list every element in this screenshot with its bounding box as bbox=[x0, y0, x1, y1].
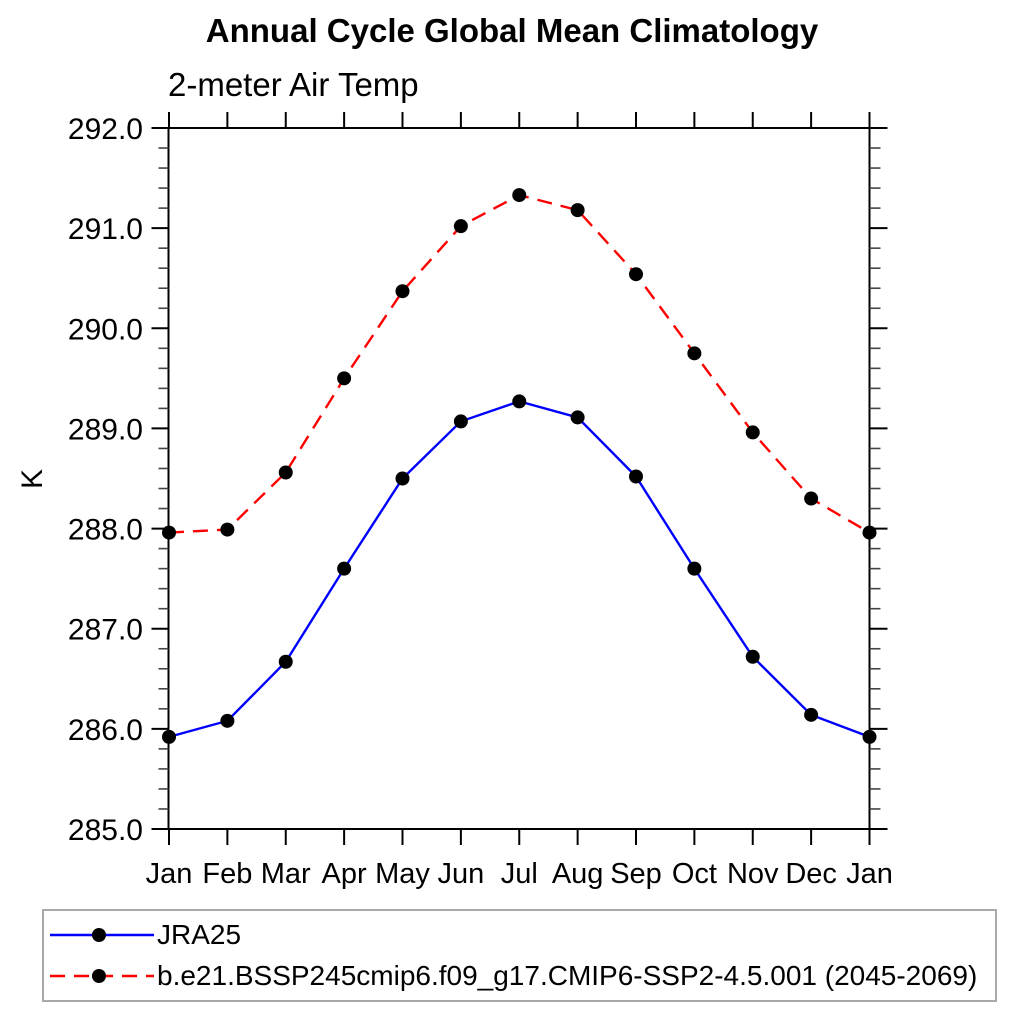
x-tick-label: Jul bbox=[501, 858, 538, 890]
data-point bbox=[220, 522, 235, 537]
data-point bbox=[804, 707, 819, 722]
data-point bbox=[337, 371, 352, 386]
data-point bbox=[629, 267, 643, 282]
data-point bbox=[687, 561, 702, 576]
data-point bbox=[687, 346, 702, 361]
x-tick-label: Mar bbox=[261, 858, 311, 890]
data-point bbox=[570, 203, 585, 218]
data-point bbox=[453, 414, 468, 429]
data-point bbox=[337, 561, 352, 576]
chart-subtitle: 2-meter Air Temp bbox=[168, 66, 419, 103]
legend-line-sample-solid bbox=[50, 928, 154, 942]
legend-label-jra25: JRA25 bbox=[157, 919, 242, 950]
series-line-model bbox=[168, 193, 871, 534]
data-point bbox=[629, 469, 643, 484]
legend-marker-dot bbox=[92, 928, 106, 942]
x-tick-label: Jan bbox=[146, 858, 193, 890]
y-tick-label: 290.0 bbox=[68, 313, 143, 346]
x-tick-label: Sep bbox=[610, 858, 662, 890]
series-line-jra25 bbox=[168, 400, 870, 739]
data-point bbox=[512, 394, 527, 409]
x-tick-label: Aug bbox=[552, 858, 604, 890]
x-tick-label: Jan bbox=[846, 858, 893, 890]
data-point bbox=[162, 525, 176, 540]
legend-item-jra25[interactable]: JRA25 bbox=[44, 915, 995, 956]
data-point bbox=[220, 713, 235, 728]
legend-box: JRA25 b.e21.BSSP245cmip6.f09_g17.CMIP6-S… bbox=[42, 909, 997, 1002]
x-tick-label: May bbox=[375, 858, 430, 890]
data-point bbox=[570, 410, 585, 425]
y-tick-label: 292.0 bbox=[68, 113, 143, 146]
data-point bbox=[804, 491, 819, 506]
data-point bbox=[862, 525, 877, 540]
x-tick-label: Dec bbox=[785, 858, 837, 890]
x-tick-label: Nov bbox=[727, 858, 779, 890]
legend-label-model: b.e21.BSSP245cmip6.f09_g17.CMIP6-SSP2-4.… bbox=[157, 960, 978, 991]
y-tick-label: 287.0 bbox=[68, 614, 143, 647]
data-point bbox=[395, 471, 410, 486]
y-tick-label: 288.0 bbox=[68, 514, 143, 547]
data-point bbox=[162, 729, 176, 744]
y-tick-label: 289.0 bbox=[68, 413, 143, 446]
data-point bbox=[512, 188, 527, 203]
data-point bbox=[278, 465, 293, 480]
data-point bbox=[745, 649, 760, 664]
y-tick-label: 285.0 bbox=[68, 814, 143, 847]
x-tick-label: Jun bbox=[437, 858, 484, 890]
legend-item-model[interactable]: b.e21.BSSP245cmip6.f09_g17.CMIP6-SSP2-4.… bbox=[44, 956, 995, 997]
data-point bbox=[453, 219, 468, 234]
y-tick-label: 291.0 bbox=[68, 213, 143, 246]
x-tick-label: Apr bbox=[322, 858, 367, 890]
x-tick-label: Feb bbox=[202, 858, 252, 890]
data-point bbox=[862, 729, 877, 744]
x-tick-label: Oct bbox=[672, 858, 717, 890]
y-tick-label: 286.0 bbox=[68, 714, 143, 747]
legend-marker-dot bbox=[92, 969, 106, 983]
data-point bbox=[278, 654, 293, 669]
chart-title: Annual Cycle Global Mean Climatology bbox=[205, 12, 819, 49]
axis-frame bbox=[167, 127, 871, 830]
data-point bbox=[745, 425, 760, 440]
legend-line-sample-dashed bbox=[50, 969, 154, 983]
data-point bbox=[395, 284, 410, 299]
